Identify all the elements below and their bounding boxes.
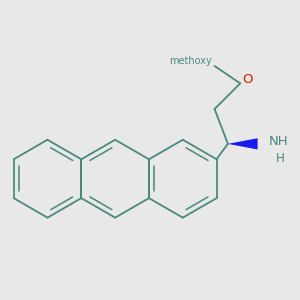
Text: methoxy: methoxy [169,56,212,66]
Text: NH: NH [269,135,289,148]
Text: H: H [276,152,284,164]
Text: O: O [242,73,253,86]
Polygon shape [228,138,258,149]
